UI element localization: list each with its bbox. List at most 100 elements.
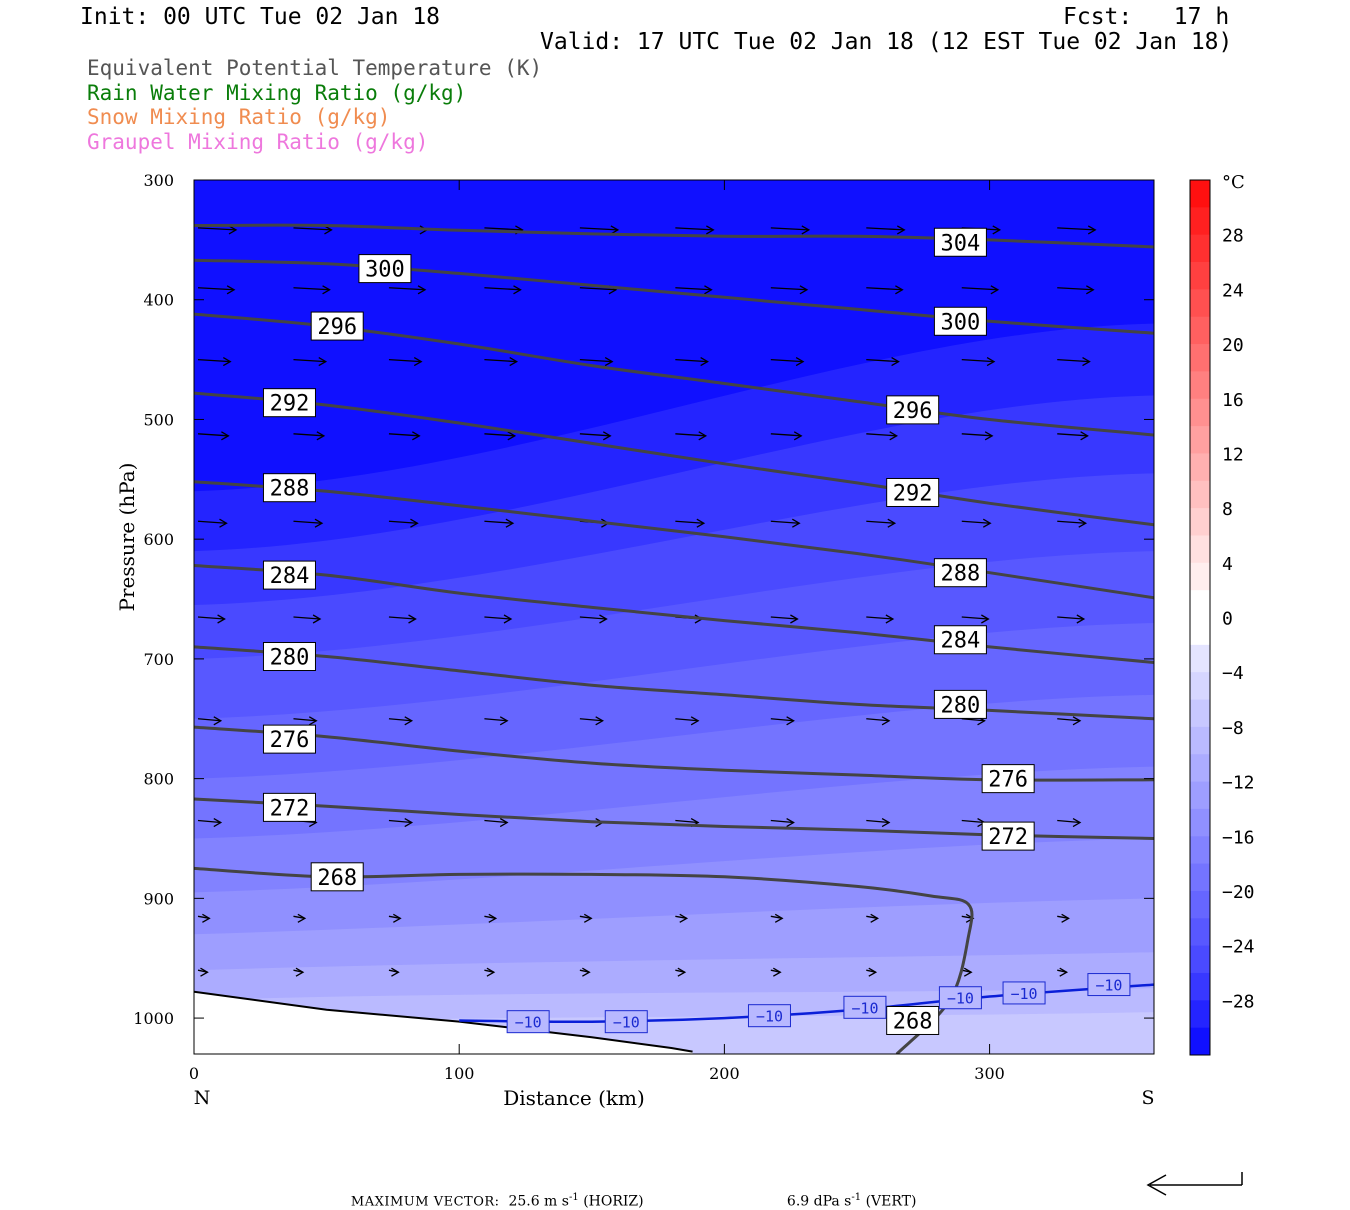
colorbar-bin <box>1190 590 1210 618</box>
wind-vector <box>293 285 331 295</box>
wind-vector-shaft <box>197 287 235 291</box>
wind-vector-head <box>412 431 421 441</box>
wind-vector <box>579 913 593 923</box>
wind-vector-head <box>393 913 402 923</box>
wind-vector <box>866 716 891 726</box>
colorbar-bin <box>1190 289 1210 318</box>
contour-label-box <box>886 395 940 425</box>
wind-vector-head <box>690 716 700 726</box>
y-tick-label-900: 900 <box>143 889 174 908</box>
colorbar-bin <box>1190 371 1210 400</box>
wind-vector <box>388 357 423 367</box>
wind-vector-shaft <box>866 227 905 231</box>
wind-vector-shaft <box>293 520 323 524</box>
x-tick-label-100: 100 <box>444 1064 475 1083</box>
wind-vector-head <box>772 967 782 977</box>
colorbar-bin <box>1190 562 1210 591</box>
wind-vector-head <box>318 357 328 367</box>
max-vector-caption: MAXIMUM VECTOR: 25.6 m s-1 (HORIZ) <box>342 1176 644 1210</box>
colorbar-bin <box>1190 535 1210 564</box>
isotherm-label: −10 <box>515 1014 542 1032</box>
contour-label-box <box>262 388 316 418</box>
wind-vector-head <box>404 817 414 828</box>
isotherm-label-box <box>843 995 887 1019</box>
south-label: S <box>1141 1087 1154 1109</box>
wind-vector-head <box>213 716 223 726</box>
wind-vector-shaft <box>197 915 210 919</box>
wind-vector-head <box>774 913 784 923</box>
wind-vector-shaft <box>961 433 993 437</box>
contour-label-296: 296 <box>893 399 933 424</box>
wind-vector-shaft <box>293 616 321 620</box>
wind-vector-shaft <box>293 718 317 722</box>
terrain-fill <box>194 991 693 1054</box>
wind-vector <box>579 614 608 624</box>
wind-vector-head <box>604 357 614 367</box>
wind-vector <box>388 614 417 624</box>
contour-label-276: 276 <box>988 768 1028 793</box>
colorbar-bin <box>1190 480 1210 509</box>
horiz-exponent: -1 <box>568 1192 579 1203</box>
wind-vector <box>388 518 419 528</box>
wind-vector-shaft <box>197 433 229 437</box>
wind-vector-head <box>790 614 799 624</box>
wind-vector <box>293 967 305 977</box>
wind-vector-head <box>599 614 608 624</box>
isotherm-label-box <box>938 986 982 1010</box>
wind-vector-head <box>488 913 498 923</box>
wind-vector <box>484 967 496 977</box>
wind-vector <box>484 357 519 367</box>
wind-vector-shaft <box>484 358 517 363</box>
colorbar-bin <box>1190 398 1210 427</box>
north-label: N <box>194 1087 211 1109</box>
wind-vector-head <box>793 431 803 441</box>
wind-vector-shaft <box>770 616 798 620</box>
wind-vector-head <box>314 518 324 528</box>
wind-vector-shaft <box>770 819 794 824</box>
wind-vector-head <box>221 431 230 441</box>
colorbar-bin <box>1190 1027 1210 1056</box>
colorbar-bin <box>1190 836 1210 865</box>
wind-vector <box>675 431 708 441</box>
wind-vector <box>770 285 809 295</box>
contour-label-box <box>262 792 316 822</box>
isotherm-label: −10 <box>756 1008 783 1026</box>
wind-vector-head <box>1082 357 1091 367</box>
wind-vector-shaft <box>675 227 714 231</box>
colorbar-label: −24 <box>1222 937 1255 958</box>
y-tick-label-600: 600 <box>143 530 174 549</box>
contour-label-272: 272 <box>270 796 310 821</box>
contour-label-276: 276 <box>270 728 310 753</box>
contour-label-292: 292 <box>270 392 310 417</box>
wind-vector-shaft <box>484 718 508 722</box>
isotherm-label-box <box>604 1010 648 1034</box>
init-time: Init: 00 UTC Tue 02 Jan 18 <box>80 4 441 30</box>
wind-vector-shaft <box>675 520 704 524</box>
wind-vector-head <box>1072 817 1082 828</box>
wind-vector-shaft <box>1057 616 1084 620</box>
wind-vector-head <box>322 285 331 295</box>
colorbar-bin <box>1190 754 1210 783</box>
wind-vector-shaft <box>1057 718 1081 722</box>
colorbar-label: 20 <box>1222 335 1244 356</box>
wind-vector <box>484 716 509 726</box>
wind-vector-shaft <box>484 616 512 620</box>
wind-vector <box>388 285 427 295</box>
wind-vector <box>197 225 238 235</box>
wind-vector-head <box>889 431 898 441</box>
wind-vector-shaft <box>197 227 237 231</box>
wind-vector <box>579 357 614 367</box>
wind-vector-head <box>324 225 333 235</box>
wind-vector <box>866 913 879 923</box>
wind-vector-head <box>799 285 809 295</box>
wind-vector <box>293 614 322 624</box>
colorbar-bin <box>1190 1000 1210 1029</box>
wind-vector-shaft <box>293 287 330 291</box>
wind-vector-head <box>408 614 417 624</box>
colorbar-bin <box>1190 426 1210 454</box>
wind-vector <box>770 817 795 828</box>
wind-vector-shaft <box>961 358 995 363</box>
wind-vector-shaft <box>961 616 989 620</box>
wind-vector-head <box>513 285 522 295</box>
